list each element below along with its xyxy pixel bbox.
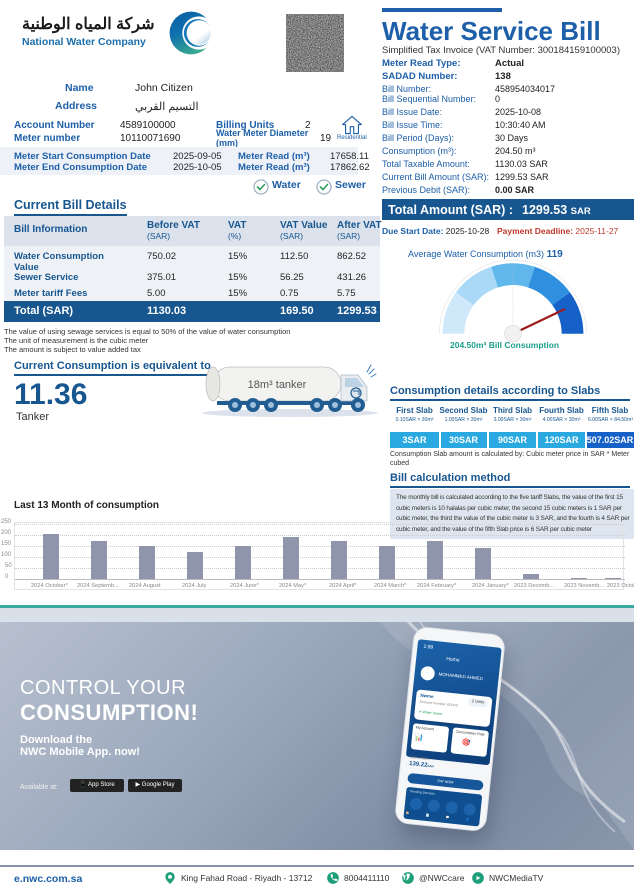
svg-text:18m³ tanker: 18m³ tanker <box>248 379 307 391</box>
